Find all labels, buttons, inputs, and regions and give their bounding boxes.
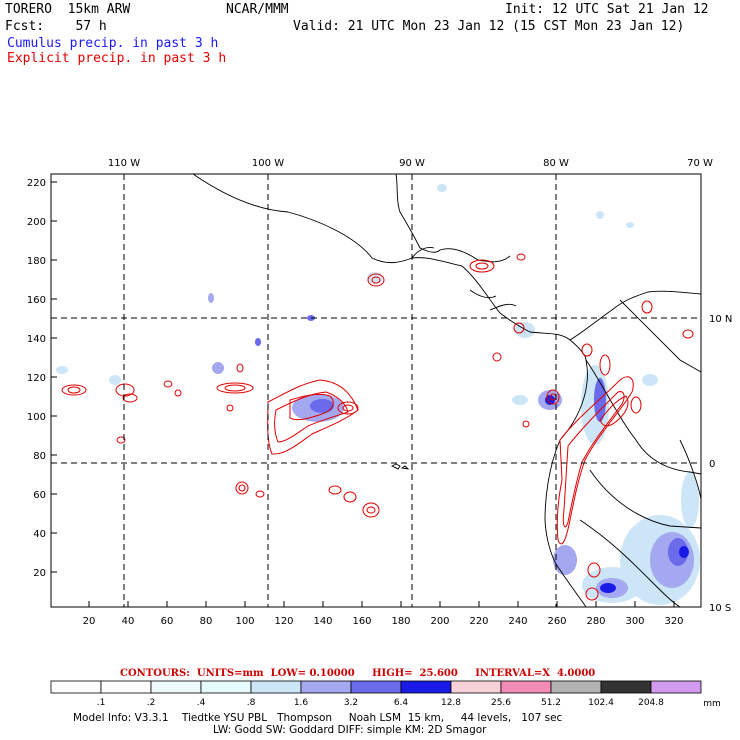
colorbar-cell: [50, 680, 102, 694]
x-tick-label: 280: [586, 616, 605, 627]
org-label: NCAR/MMM: [226, 2, 289, 17]
colorbar-cell: [400, 680, 452, 694]
colorbar: [50, 680, 702, 694]
colorbar-cell: [450, 680, 502, 694]
contour-units: UNITS=mm: [196, 668, 264, 679]
y-tick-label: 40: [33, 529, 46, 540]
colorbar-cell: [550, 680, 602, 694]
contour-title: CONTOURS:: [120, 668, 190, 679]
colorbar-label: 1.6: [294, 698, 309, 708]
explicit-legend: Explicit precip. in past 3 h: [7, 51, 227, 66]
colorbar-label: .8: [247, 698, 256, 708]
lon-label: 70 W: [687, 158, 713, 169]
colorbar-cell: [250, 680, 302, 694]
x-tick-label: 60: [161, 616, 174, 627]
x-tick-label: 40: [122, 616, 135, 627]
y-tick-label: 20: [33, 568, 46, 579]
x-tick-label: 260: [547, 616, 566, 627]
colorbar-cell: [300, 680, 352, 694]
colorbar-cell: [650, 680, 702, 694]
model-info-line2: LW: Godd SW: Goddard DIFF: simple KM: 2D…: [213, 724, 487, 736]
cumulus-precip-areas: [56, 184, 700, 605]
y-tick-label: 80: [33, 451, 46, 462]
y-tick-label: 180: [27, 256, 46, 267]
y-tick-label: 200: [27, 217, 46, 228]
forecast-hour: Fcst: 57 h: [5, 19, 107, 34]
lat-label: 10 N: [709, 314, 732, 325]
colorbar-label: 204.8: [638, 698, 664, 708]
colorbar-label: 12.8: [441, 698, 461, 708]
lon-label: 100 W: [252, 158, 284, 169]
x-tick-label: 80: [200, 616, 213, 627]
x-tick-label: 240: [508, 616, 527, 627]
x-tick-label: 220: [469, 616, 488, 627]
colorbar-label: 3.2: [344, 698, 358, 708]
x-tick-label: 200: [430, 616, 449, 627]
valid-time: Valid: 21 UTC Mon 23 Jan 12 (15 CST Mon …: [293, 19, 685, 34]
model-title: TORERO 15km ARW: [5, 2, 131, 17]
contour-low: LOW= 0.10000: [270, 668, 355, 679]
lon-label: 90 W: [399, 158, 425, 169]
explicit-precip-contours: [61, 253, 694, 601]
x-tick-label: 100: [235, 616, 254, 627]
colorbar-cell: [500, 680, 552, 694]
x-tick-label: 180: [391, 616, 410, 627]
model-info-line1: Model Info: V3.3.1 Tiedtke YSU PBL Thomp…: [73, 712, 563, 724]
y-tick-label: 220: [27, 178, 46, 189]
colorbar-label: .1: [97, 698, 106, 708]
colorbar-label: .4: [197, 698, 206, 708]
lon-label: 110 W: [108, 158, 140, 169]
lat-label: 10 S: [709, 603, 731, 614]
graticule: [51, 174, 701, 607]
init-time: Init: 12 UTC Sat 21 Jan 12: [505, 2, 709, 17]
colorbar-label: 25.6: [491, 698, 511, 708]
x-tick-label: 160: [352, 616, 371, 627]
colorbar-cell: [350, 680, 402, 694]
colorbar-cell: [200, 680, 252, 694]
contour-info: CONTOURS: UNITS=mm LOW= 0.10000 HIGH= 25…: [120, 668, 595, 679]
y-tick-label: 60: [33, 490, 46, 501]
y-tick-label: 160: [27, 295, 46, 306]
colorbar-label: .2: [147, 698, 156, 708]
lon-label: 80 W: [543, 158, 569, 169]
colorbar-cell: [150, 680, 202, 694]
x-tick-label: 300: [625, 616, 644, 627]
y-tick-label: 140: [27, 334, 46, 345]
contour-high: HIGH= 25.600: [372, 668, 458, 679]
colorbar-unit: mm: [703, 699, 721, 709]
y-tick-label: 100: [27, 412, 46, 423]
lat-label: 0: [709, 459, 715, 470]
contour-interval: INTERVAL=X 4.0000: [475, 668, 596, 679]
frame-ticks: [51, 181, 675, 607]
colorbar-label: 51.2: [541, 698, 561, 708]
colorbar-cell: [100, 680, 152, 694]
x-tick-label: 120: [274, 616, 293, 627]
colorbar-cell: [600, 680, 652, 694]
colorbar-label: 6.4: [394, 698, 409, 708]
cumulus-legend: Cumulus precip. in past 3 h: [7, 36, 219, 51]
coastlines: [192, 173, 702, 608]
x-tick-label: 320: [664, 616, 683, 627]
y-tick-label: 120: [27, 373, 46, 384]
colorbar-label: 102.4: [588, 698, 614, 708]
x-tick-label: 140: [313, 616, 332, 627]
x-tick-label: 20: [83, 616, 96, 627]
